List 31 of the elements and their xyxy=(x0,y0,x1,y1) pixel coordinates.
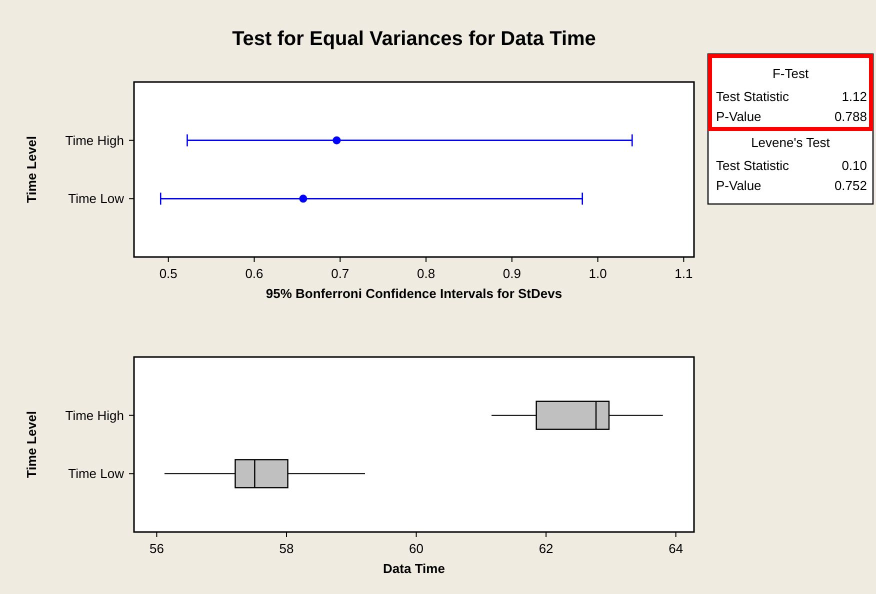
text: P-Value xyxy=(716,109,762,124)
x-tick-label: 0.8 xyxy=(416,266,436,281)
text: 0.10 xyxy=(842,158,867,173)
x-tick-label: 1.0 xyxy=(588,266,607,281)
x-axis-title: 95% Bonferroni Confidence Intervals for StDevs xyxy=(266,286,562,301)
y-tick-label: Time Low xyxy=(68,466,125,482)
text: F-Test xyxy=(772,66,809,81)
text: Test Statistic xyxy=(716,89,790,104)
x-tick-label: 0.6 xyxy=(245,266,264,281)
text: 0.752 xyxy=(834,178,867,193)
y-tick-label: Time High xyxy=(65,132,124,148)
x-tick-label: 0.9 xyxy=(502,266,521,281)
x-tick-label: 62 xyxy=(538,541,554,556)
y-tick-label: Time High xyxy=(65,408,124,423)
x-tick-label: 58 xyxy=(279,541,294,556)
x-tick-label: 1.1 xyxy=(674,266,693,281)
text: P-Value xyxy=(716,178,762,193)
text: 1.12 xyxy=(842,89,867,104)
text: 0.788 xyxy=(834,109,867,124)
text: Test Statistic xyxy=(716,158,790,173)
y-axis-title: Time Level xyxy=(24,411,39,478)
chart-title: Test for Equal Variances for Data Time xyxy=(232,28,596,50)
text: Levene's Test xyxy=(751,135,830,150)
x-tick-label: 0.5 xyxy=(159,266,178,281)
y-tick-label: Time Low xyxy=(68,191,125,206)
x-tick-label: 60 xyxy=(409,541,424,556)
x-tick-label: 64 xyxy=(668,541,684,556)
x-tick-label: 0.7 xyxy=(331,266,350,281)
y-axis-title: Time Level xyxy=(24,136,39,203)
x-tick-label: 56 xyxy=(149,541,164,556)
x-axis-title: Data Time xyxy=(383,561,445,576)
